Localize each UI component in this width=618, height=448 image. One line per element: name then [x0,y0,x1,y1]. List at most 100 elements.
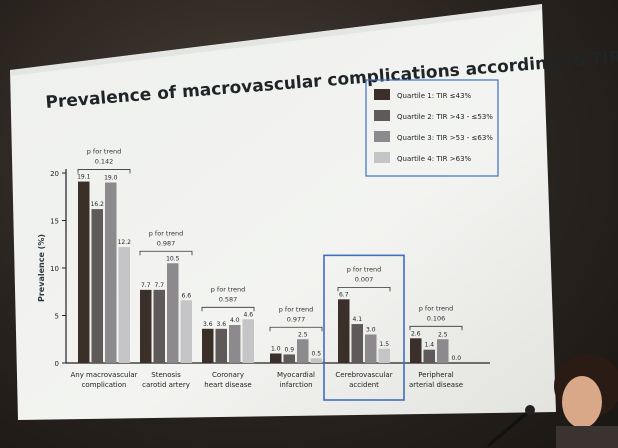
bar-value-label: 2.6 [411,330,421,337]
bar [365,334,377,363]
bar-value-label: 4.0 [230,317,240,324]
bar-value-label: 6.6 [181,292,191,299]
chart-legend: Quartile 1: TIR ≤43% Quartile 2: TIR >43 … [365,79,499,177]
category-label: Myocardial [277,371,315,379]
category-label: Coronary [212,371,244,379]
bar [202,328,214,363]
bar-value-label: 0.9 [284,346,294,353]
microphone-stand [487,410,529,448]
bar [283,354,295,363]
legend-label: Quartile 1: TIR ≤43% [397,92,472,100]
bar-value-label: 0.0 [451,355,461,362]
p-trend-value: 0.106 [427,314,446,322]
p-trend-value: 0.587 [219,295,238,303]
bar [78,181,90,363]
category-label: Stenosis [151,371,181,379]
speaker-body [556,426,618,448]
bar [423,349,435,363]
bar-value-label: 4.6 [243,311,253,318]
bar [297,339,309,363]
p-trend-label: p for trend [149,229,184,237]
category-label: Any macrovascular [70,371,137,379]
bar [270,353,282,363]
bar [91,209,103,363]
bar-value-label: 16.2 [91,201,105,208]
p-trend-value: 0.987 [157,239,176,247]
bar-value-label: 3.0 [366,327,376,334]
category-label: heart disease [204,381,251,389]
p-trend-label: p for trend [279,305,314,313]
bar-value-label: 2.5 [438,331,448,338]
microphone-head [525,405,535,415]
legend-swatch [374,131,390,142]
p-trend-value: 0.007 [355,275,374,283]
p-trend-value: 0.977 [287,315,306,323]
p-trend-bracket [409,325,463,331]
bar [215,328,227,363]
bar [351,324,363,363]
bar [242,319,254,363]
bar [140,289,152,363]
bar [153,289,165,363]
p-trend-value: 0.142 [95,158,114,166]
bar-value-label: 1.4 [424,342,434,349]
legend-swatch [374,110,390,121]
p-trend-bracket [77,169,131,174]
highlight-box [323,254,405,401]
bar [310,358,322,363]
category-label: infarction [279,381,312,389]
category-label: Cerebrovascular [335,371,392,379]
legend-label: Quartile 4: TIR >63% [397,155,472,163]
bar-value-label: 19.1 [77,174,91,181]
y-tick-label: 0 [55,360,59,368]
y-tick-label: 5 [55,313,59,321]
p-trend-bracket [269,326,323,332]
p-trend-label: p for trend [211,285,246,293]
category-label: arterial disease [409,381,463,389]
bar [410,338,422,363]
p-trend-bracket [201,306,255,312]
p-trend-bracket [139,250,193,256]
p-trend-label: p for trend [87,148,122,156]
bar [105,182,117,363]
bar-chart: 0 5 10 15 20 Prevalence (%) 19.1 16.2 19.0 12.2 0.… [37,148,490,401]
bar-value-label: 3.6 [203,321,213,328]
bar-value-label: 12.2 [118,239,132,246]
bar [378,348,390,363]
bar [118,247,130,363]
speaker-with-microphone [487,354,618,448]
legend-border [365,79,499,177]
bar [180,300,192,363]
bar-value-label: 3.6 [216,321,226,328]
bar-value-label: 0.5 [311,350,321,357]
bar-value-label: 7.7 [154,282,164,289]
category-label: complication [82,381,127,389]
p-trend-label: p for trend [347,265,382,273]
bar-value-label: 1.5 [379,341,389,348]
category-label: accident [349,381,379,389]
speaker-face [562,376,602,428]
bar-value-label: 19.0 [104,175,118,182]
category-label: carotid artery [142,381,190,389]
y-tick-label: 10 [50,265,59,273]
bar-value-label: 1.0 [271,346,281,353]
bar-value-label: 6.7 [339,291,349,298]
bar [437,339,449,363]
bar [338,299,350,363]
y-axis-label: Prevalence (%) [37,234,46,302]
bar [229,325,241,363]
bar-value-label: 7.7 [141,282,151,289]
bar-value-label: 2.5 [298,331,308,338]
legend-label: Quartile 2: TIR >43 - ≤53% [397,113,493,121]
bar [167,263,179,363]
legend-swatch [374,152,390,163]
p-trend-label: p for trend [419,304,454,312]
bar-value-label: 4.1 [352,316,362,323]
p-trend-bracket [337,286,391,292]
y-tick-label: 20 [50,170,59,178]
legend-swatch [374,89,390,100]
y-tick-label: 15 [50,218,59,226]
legend-label: Quartile 3: TIR >53 - ≤63% [397,134,493,142]
